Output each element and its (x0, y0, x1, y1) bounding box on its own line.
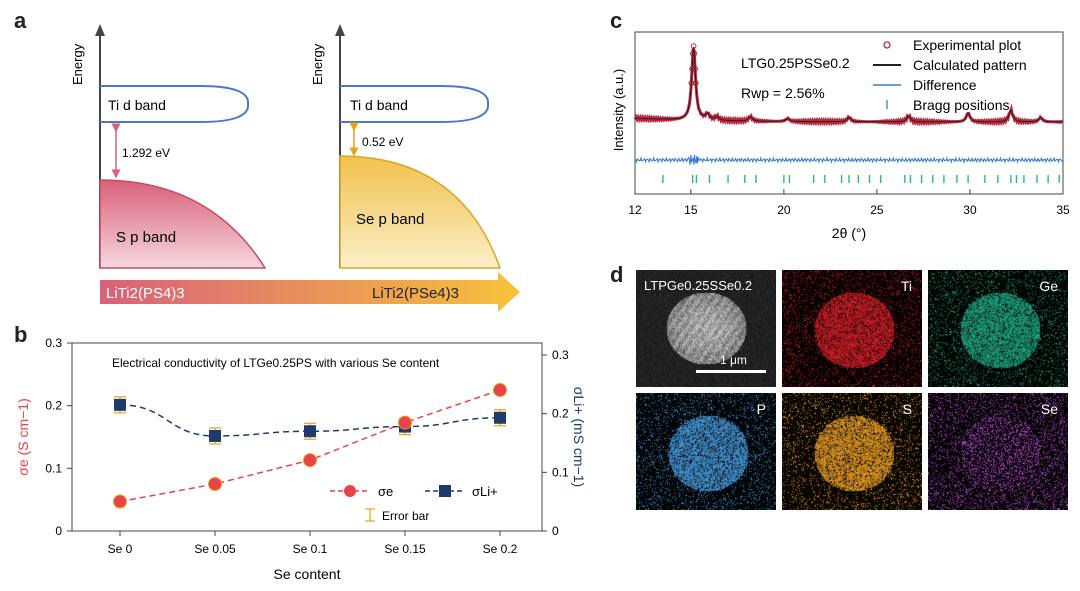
eds-mapping-grid: LTPGe0.25SSe0.2 1 μm Ti Ge P S Se (636, 270, 1068, 510)
rwp-label: Rwp = 2.56% (741, 85, 825, 101)
eds-map-label: Se (1040, 401, 1058, 417)
legend-sigma-li-label: σLi+ (472, 484, 498, 499)
x-tick-label: 15 (684, 203, 698, 217)
formula-label: LTG0.25PSSe0.2 (741, 55, 850, 71)
x-tick-label: Se 0.2 (483, 542, 518, 556)
eds-map-label: Ge (1039, 278, 1058, 294)
conductivity-chart: 0 0.1 0.2 0.3 0 0.1 0.2 0.3 Se 0 Se 0.05 Se 0.1 Se … (15, 336, 587, 582)
sigma-li-point (494, 411, 506, 424)
band-diagram: Energy Ti d band S p band 1.292 eV Energ… (70, 24, 520, 312)
x-tick-label: Se 0 (108, 542, 133, 556)
sem-image: LTPGe0.25SSe0.2 1 μm (636, 270, 776, 387)
sigma-e-line (119, 389, 501, 503)
panel-label-b: b (14, 322, 28, 347)
sigma-e-point (398, 415, 412, 430)
se-p-band-label: Se p band (356, 211, 424, 228)
plot-frame (71, 342, 543, 532)
x-tick-label: 20 (777, 203, 791, 217)
scale-bar (696, 370, 766, 373)
y2-tick-label: 0.1 (552, 465, 569, 479)
sigma-li-point (304, 425, 316, 438)
legend-label: Experimental plot (913, 37, 1021, 53)
y2-tick-label: 0 (552, 524, 559, 538)
scale-bar-label: 1 μm (720, 353, 747, 367)
eds-map-label: Ti (900, 278, 912, 294)
legend-label: Difference (913, 77, 977, 93)
eds-map-image (928, 393, 1068, 510)
ti-d-band-right (340, 85, 490, 123)
y2-axis-label: σLi+ (mS cm−1) (571, 387, 587, 487)
x-tick-label: 30 (963, 203, 977, 217)
gap-value-left: 1.292 eV (122, 146, 170, 160)
eds-map-image (636, 393, 776, 510)
eds-map-se: Se (928, 393, 1068, 510)
sigma-li-point (209, 429, 221, 442)
arrow-label-right: LiTi2(PSe4)3 (372, 285, 459, 302)
energy-axis-right-arrowhead (335, 24, 345, 36)
sem-label: LTPGe0.25SSe0.2 (644, 278, 753, 293)
legend-label: Bragg positions (913, 97, 1010, 113)
panel-label-a: a (14, 8, 27, 33)
legend-experimental-marker (883, 41, 891, 49)
x-tick-label: Se 0.05 (194, 542, 236, 556)
ti-d-band-label-right: Ti d band (350, 97, 408, 113)
energy-label-left: Energy (70, 43, 85, 85)
y-tick-label: 0.3 (45, 336, 62, 350)
legend-sigma-e-marker (344, 485, 356, 497)
difference-curve (634, 154, 1064, 165)
sigma-li-line (119, 404, 501, 437)
y2-tick-label: 0.3 (552, 348, 569, 362)
ti-d-band-left (100, 85, 250, 123)
panel-label-c: c (610, 8, 623, 33)
y-axis-label: Intensity (a.u.) (611, 69, 626, 151)
energy-axis-left-arrowhead (95, 24, 105, 36)
legend-label: Calculated pattern (913, 57, 1027, 73)
x-axis-label: Se content (274, 566, 341, 582)
eds-map-image (782, 270, 922, 387)
y-tick-label: 0 (55, 524, 62, 538)
sigma-e-point (113, 494, 127, 509)
se-p-band (339, 155, 502, 269)
x-tick-label: 12 (628, 203, 642, 217)
eds-map-ti: Ti (782, 270, 922, 387)
eds-map-label: S (902, 401, 912, 417)
sigma-e-point (208, 477, 222, 491)
energy-label-right: Energy (310, 43, 325, 85)
eds-map-p: P (636, 393, 776, 510)
s-p-band (99, 179, 267, 269)
y-axis-label: σe (S cm−1) (15, 398, 31, 476)
panel-label-d: d (610, 262, 624, 287)
eds-map-label: P (756, 401, 766, 417)
arrow-label-left: LiTi2(PS4)3 (106, 285, 185, 302)
eds-map-image (928, 270, 1068, 387)
x-tick-label: Se 0.15 (384, 542, 426, 556)
chart-title: Electrical conductivity of LTGe0.25PS wi… (112, 356, 440, 370)
eds-map-ge: Ge (928, 270, 1068, 387)
sigma-e-point (303, 453, 317, 468)
y-tick-label: 0.1 (45, 461, 62, 475)
x-tick-label: Se 0.1 (293, 542, 328, 556)
sem-particle (636, 270, 776, 387)
xrd-refinement-chart: 12 15 20 25 30 35 2θ (°) Intensity (a.u.) LTG0.… (611, 31, 1070, 241)
y-tick-label: 0.2 (45, 399, 62, 413)
eds-map-s: S (782, 393, 922, 510)
y2-tick-label: 0.2 (552, 407, 569, 421)
x-tick-label: 25 (870, 203, 884, 217)
ti-d-band-label-left: Ti d band (108, 97, 166, 113)
legend-sigma-li-marker (439, 485, 451, 497)
plot-frame (634, 31, 1064, 195)
legend-sigma-e-label: σe (378, 484, 393, 499)
eds-map-image (782, 393, 922, 510)
sigma-li-point (114, 398, 126, 411)
gap-value-right: 0.52 eV (362, 135, 403, 149)
calculated-pattern (635, 46, 1063, 123)
x-tick-label: 35 (1056, 203, 1070, 217)
composition-arrow (100, 272, 520, 312)
sigma-e-point (493, 383, 507, 397)
legend-error-bar-label: Error bar (382, 509, 429, 523)
x-axis-label: 2θ (°) (832, 225, 866, 241)
s-p-band-label: S p band (116, 229, 176, 246)
